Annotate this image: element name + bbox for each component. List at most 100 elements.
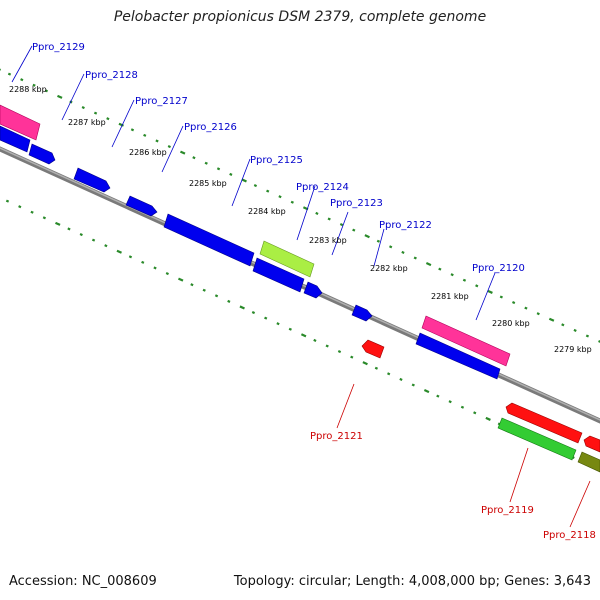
ruler-label: 2279 kbp: [554, 345, 592, 354]
gene-pink-2129[interactable]: [0, 104, 41, 141]
tick-mark: [524, 306, 528, 310]
tick-mark: [350, 355, 354, 359]
tick-mark: [290, 200, 294, 204]
tick-mark: [448, 400, 452, 404]
gene-blue-9[interactable]: [415, 332, 501, 380]
tick-mark: [548, 317, 555, 322]
tick-mark: [264, 316, 268, 320]
tick-mark: [389, 245, 393, 249]
gene-label[interactable]: Ppro_2128: [85, 70, 138, 81]
tick-mark: [364, 234, 370, 239]
gene-label[interactable]: Ppro_2127: [135, 96, 188, 107]
ruler-label: 2288 kbp: [9, 85, 47, 94]
tick-mark: [362, 361, 368, 366]
gene-label[interactable]: Ppro_2124: [296, 182, 349, 193]
gene-lime-2124[interactable]: [259, 240, 315, 278]
inner-tick-track: [5, 199, 600, 471]
gene-red-3[interactable]: [583, 435, 600, 453]
tick-mark: [91, 238, 96, 242]
gene-label[interactable]: Ppro_2123: [330, 198, 383, 209]
gene-label[interactable]: Ppro_2125: [250, 155, 303, 166]
gene-pink-2120[interactable]: [421, 315, 511, 367]
tick-mark: [214, 294, 219, 298]
tick-mark: [116, 249, 122, 254]
reverse-genes: [361, 339, 600, 473]
ruler-label: 2285 kbp: [189, 179, 227, 188]
tick-mark: [118, 122, 124, 127]
gene-blue-8[interactable]: [351, 304, 373, 322]
gene-label[interactable]: Ppro_2119: [481, 505, 534, 516]
tick-mark: [167, 145, 171, 149]
tick-mark: [57, 94, 63, 99]
gene-label[interactable]: Ppro_2121: [310, 431, 363, 442]
tick-mark: [81, 106, 85, 110]
tick-mark: [32, 83, 36, 87]
tick-mark: [266, 189, 270, 193]
tick-mark: [20, 78, 24, 82]
tick-mark: [438, 267, 442, 271]
tick-mark: [30, 210, 34, 214]
tick-mark: [327, 217, 331, 221]
map-title: Pelobacter propionicus DSM 2379, complet…: [113, 9, 487, 25]
tick-mark: [153, 266, 157, 270]
forward-leader-lines: [11, 45, 496, 321]
ruler-label: 2286 kbp: [129, 148, 167, 157]
tick-mark: [177, 277, 184, 282]
gene-label[interactable]: Ppro_2126: [184, 122, 237, 133]
gene-green-2119[interactable]: [497, 417, 577, 461]
tick-mark: [436, 394, 440, 398]
tick-mark: [44, 89, 49, 93]
tick-mark: [288, 327, 292, 331]
tick-mark: [278, 195, 282, 199]
tick-mark: [399, 377, 403, 381]
tick-mark: [216, 167, 221, 171]
tick-mark: [229, 172, 233, 176]
tick-mark: [411, 383, 415, 387]
tick-mark: [475, 284, 479, 288]
tick-mark: [536, 312, 540, 316]
tick-mark: [253, 184, 258, 188]
gene-label[interactable]: Ppro_2129: [32, 42, 85, 53]
tick-mark: [276, 322, 280, 326]
gene-blue-6[interactable]: [252, 257, 305, 293]
ruler-label: 2287 kbp: [68, 118, 106, 127]
tick-mark: [352, 228, 356, 232]
gene-label[interactable]: Ppro_2120: [472, 263, 525, 274]
tick-mark: [192, 156, 196, 160]
gene-red-2[interactable]: [505, 402, 583, 444]
ruler-label: 2282 kbp: [370, 264, 408, 273]
tick-mark: [42, 216, 47, 220]
gene-blue-1[interactable]: [0, 125, 31, 153]
tick-mark: [561, 323, 565, 327]
tick-mark: [485, 416, 491, 421]
tick-mark: [5, 199, 10, 203]
tick-mark: [130, 128, 135, 132]
tick-mark: [315, 211, 319, 215]
gene-label[interactable]: Ppro_2122: [379, 220, 432, 231]
gene-blue-7[interactable]: [303, 281, 323, 299]
gene-label[interactable]: Ppro_2118: [543, 530, 596, 541]
tick-mark: [313, 338, 317, 342]
tick-mark: [473, 411, 477, 415]
tick-mark: [165, 272, 169, 276]
tick-mark: [339, 223, 344, 227]
tick-mark: [179, 150, 186, 155]
gene-olive-2118[interactable]: [577, 451, 600, 473]
tick-mark: [241, 178, 247, 183]
gene-blue-3[interactable]: [73, 167, 111, 193]
tick-mark: [204, 161, 208, 165]
tick-mark: [425, 262, 432, 267]
tick-mark: [499, 295, 503, 299]
tick-mark: [18, 205, 22, 209]
ruler-label: 2283 kbp: [309, 236, 347, 245]
tick-mark: [423, 389, 430, 394]
accession-label: Accession: NC_008609: [9, 574, 157, 589]
gene-blue-4[interactable]: [125, 195, 158, 217]
tick-mark: [104, 244, 108, 248]
gene-blue-5[interactable]: [163, 213, 255, 267]
gene-blue-2[interactable]: [28, 143, 56, 165]
tick-mark: [374, 366, 379, 370]
tick-mark: [190, 283, 194, 287]
ruler-label: 2284 kbp: [248, 207, 286, 216]
gene-red-2121[interactable]: [361, 339, 385, 359]
